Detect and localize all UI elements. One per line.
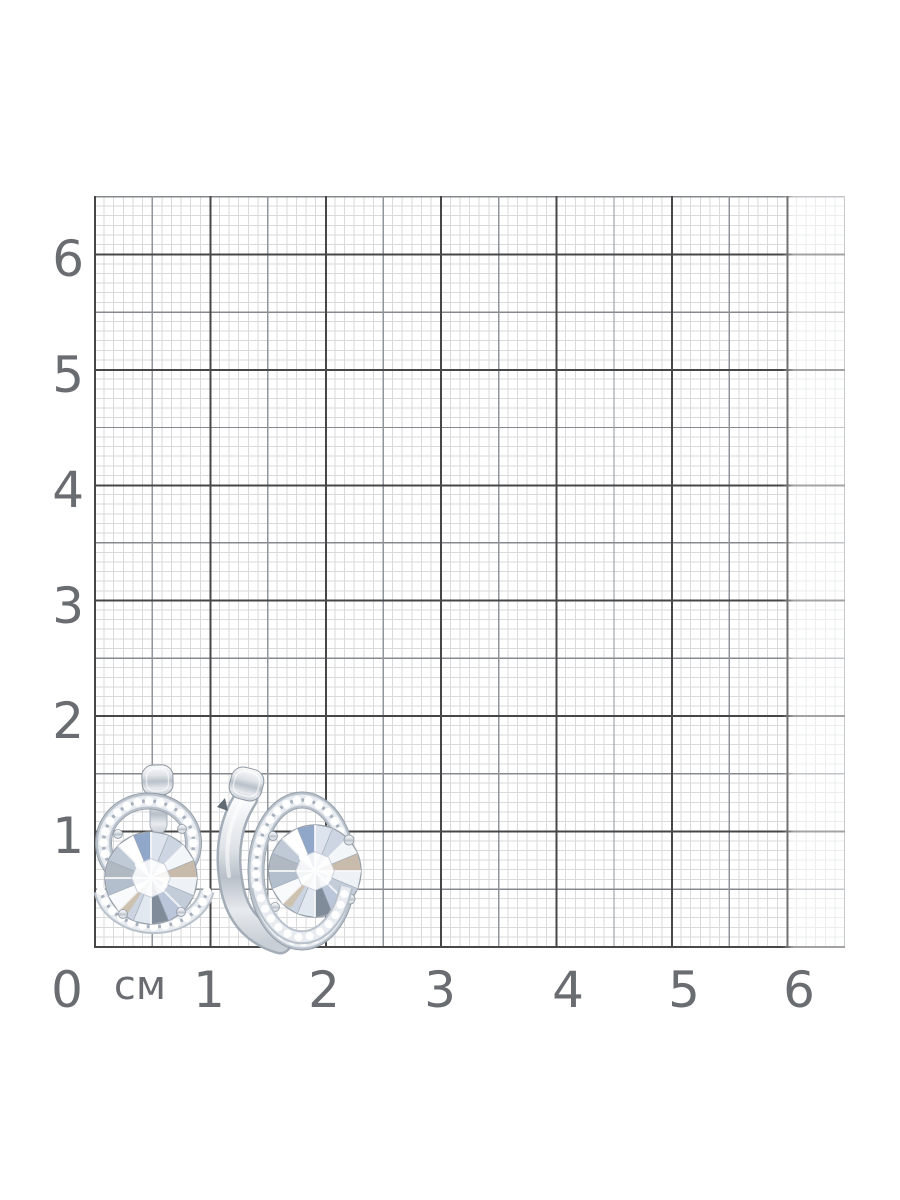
y-axis-label-1: 1	[52, 807, 84, 865]
pave-halo-front-arc	[251, 883, 353, 945]
stone-prongs	[113, 824, 187, 919]
earrings-photo	[93, 764, 363, 955]
measurement-grid	[94, 196, 845, 948]
y-axis-label-6: 6	[52, 230, 84, 288]
x-axis-label-0: 0	[51, 961, 83, 1019]
x-axis-label-2: 2	[308, 961, 340, 1019]
x-axis-label-3: 3	[424, 961, 456, 1019]
x-axis-label-4: 4	[552, 961, 584, 1019]
y-axis-label-2: 2	[52, 692, 84, 750]
earring-side-view	[216, 766, 363, 955]
pave-halo-lower	[93, 886, 215, 935]
x-axis-label-6: 6	[783, 961, 815, 1019]
y-axis-label-5: 5	[52, 346, 84, 404]
x-axis-label-5: 5	[668, 961, 700, 1019]
y-axis-label-4: 4	[52, 461, 84, 519]
y-axis-label-3: 3	[52, 577, 84, 635]
earring-front-view	[93, 764, 215, 935]
earring-clasp-lever	[216, 766, 293, 955]
unit-label-cm: см	[113, 963, 167, 1009]
x-axis-label-1: 1	[193, 961, 225, 1019]
